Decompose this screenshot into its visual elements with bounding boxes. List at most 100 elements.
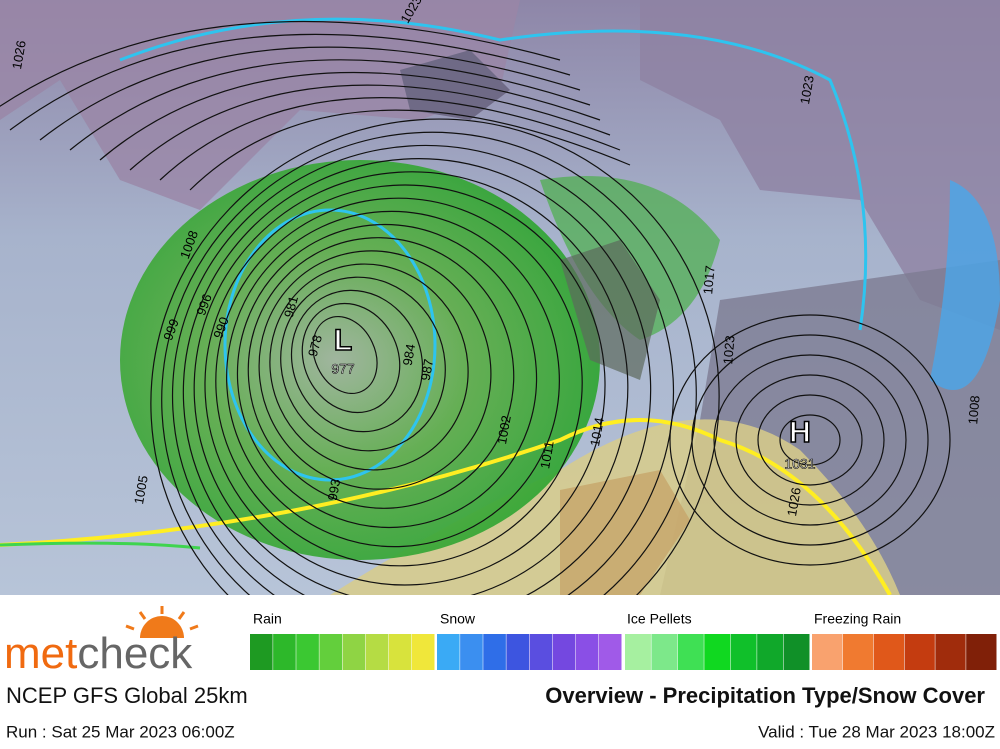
legend-label: Freezing Rain	[814, 611, 901, 627]
legend-swatch	[319, 634, 342, 670]
pressure-label: 996	[193, 292, 215, 318]
system-symbol: L	[334, 324, 352, 357]
iberia-land	[560, 470, 690, 595]
pressure-label: 981	[281, 294, 301, 319]
greenland-land	[0, 0, 520, 210]
pressure-label: 1017	[700, 265, 717, 295]
pressure-label: 1002	[494, 414, 514, 445]
legend-swatches	[250, 634, 997, 670]
legend-swatch	[730, 634, 757, 670]
isobar	[280, 276, 446, 452]
isobar	[39, 46, 581, 141]
pressure-label: 1023	[720, 335, 737, 365]
isobar	[99, 71, 601, 161]
legend-swatch	[552, 634, 576, 670]
pressure-label: 1011	[537, 440, 557, 470]
isobar	[159, 97, 621, 181]
isobar	[204, 184, 606, 586]
legend-swatch	[296, 634, 319, 670]
legend-swatch	[812, 634, 843, 670]
pressure-label: 999	[160, 317, 182, 343]
cold-line	[223, 208, 437, 482]
legend-swatch	[437, 634, 460, 670]
legend-label: Ice Pellets	[627, 611, 692, 627]
isobar	[691, 334, 929, 546]
isobar	[0, 21, 561, 107]
legend-swatch	[411, 634, 435, 670]
legend-swatch	[935, 634, 966, 670]
isobar	[236, 223, 538, 529]
isobar	[129, 84, 611, 171]
isobar	[301, 302, 401, 414]
legend-swatch	[506, 634, 529, 670]
snow-area	[930, 180, 1000, 390]
pressure-label: 1023	[797, 74, 817, 105]
valid-time: Valid : Tue 28 Mar 2023 18:00Z	[758, 722, 995, 741]
legend-swatch	[388, 634, 412, 670]
legend-swatch	[250, 634, 273, 670]
pressure-label: 987	[418, 358, 437, 382]
isobar	[757, 394, 863, 486]
legend-swatch	[598, 634, 622, 670]
cold-line	[119, 17, 868, 331]
legend-swatch	[365, 634, 389, 670]
isobar	[269, 263, 469, 471]
isobar	[189, 109, 631, 191]
isobar	[215, 197, 583, 567]
iceland-land	[400, 50, 510, 120]
legend-swatch	[460, 634, 483, 670]
pressure-label: 1014	[587, 416, 607, 447]
legend-swatch	[842, 634, 874, 670]
isobar	[713, 354, 907, 526]
pressure-label: 978	[305, 333, 325, 358]
isobar	[247, 237, 515, 509]
legend-swatch	[651, 634, 678, 670]
system-symbol: H	[789, 416, 811, 449]
isobar	[735, 374, 885, 506]
logo-sun	[125, 606, 199, 638]
rain-line	[0, 541, 201, 550]
pressure-label: 990	[210, 315, 232, 341]
legend-swatch	[704, 634, 731, 670]
legend-swatch	[483, 634, 506, 670]
isobar	[193, 171, 629, 605]
logo-met: met	[4, 629, 77, 678]
legend-swatch	[575, 634, 599, 670]
british-isles	[560, 240, 660, 380]
legend-swatch	[757, 634, 784, 670]
pressure-label: 984	[400, 343, 419, 367]
legend-swatch	[783, 634, 810, 670]
model-name: NCEP GFS Global 25km	[6, 683, 248, 708]
legend-swatch	[529, 634, 553, 670]
isobar	[226, 210, 560, 548]
legend-swatch	[625, 634, 651, 670]
legend-label: Snow	[440, 611, 476, 627]
pressure-label: 1026	[9, 39, 29, 70]
isobar	[69, 59, 591, 151]
system-pressure: 977	[331, 361, 355, 377]
isobar	[258, 250, 492, 490]
pressure-label: 993	[325, 478, 344, 502]
isobar	[779, 414, 841, 466]
legend-label: Rain	[253, 611, 282, 627]
pressure-label: 1005	[131, 474, 151, 505]
scandinavia-land	[640, 0, 1000, 330]
isobar	[9, 33, 571, 131]
legend-swatch	[904, 634, 935, 670]
system-pressure: 1031	[784, 456, 815, 472]
map-title: Overview - Precipitation Type/Snow Cover	[545, 683, 985, 708]
logo: metcheck	[4, 629, 193, 678]
pressure-label: 1026	[784, 486, 804, 517]
legend-swatch	[677, 634, 704, 670]
legend-swatch	[873, 634, 904, 670]
isobar	[312, 315, 378, 395]
run-time: Run : Sat 25 Mar 2023 06:00Z	[6, 722, 235, 741]
logo-check: check	[77, 629, 193, 678]
legend-swatch	[966, 634, 997, 670]
isobar	[290, 289, 424, 433]
legend-swatch	[342, 634, 366, 670]
precipitation-area	[120, 160, 600, 560]
